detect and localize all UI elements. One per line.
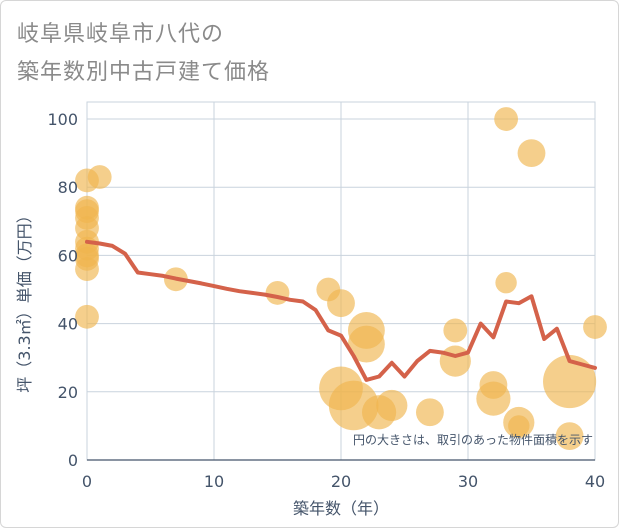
data-bubble xyxy=(347,325,385,363)
y-tick-label: 20 xyxy=(58,383,78,402)
x-tick-label: 30 xyxy=(458,472,478,491)
tick-labels: 0 20 40 60 80 100 0 10 20 30 40 xyxy=(47,110,605,491)
x-tick-label: 0 xyxy=(82,472,92,491)
data-bubble xyxy=(494,107,519,131)
chart-title-line-1: 岐阜県岐阜市八代の xyxy=(17,22,225,47)
x-tick-label: 10 xyxy=(204,472,224,491)
y-axis-label: 坪（3.3㎡）単価（万円） xyxy=(15,207,34,392)
data-bubble xyxy=(327,289,355,318)
average-price-line xyxy=(85,239,597,382)
data-bubble xyxy=(75,304,99,329)
y-tick-label: 100 xyxy=(47,110,78,129)
size-annotation: 円の大きさは、取引のあった物件面積を示す xyxy=(353,432,593,447)
chart-title-line-2: 築年数別中古戸建て価格 xyxy=(17,60,271,85)
data-bubble xyxy=(517,139,546,168)
data-bubble xyxy=(583,315,607,339)
data-bubble xyxy=(443,318,468,343)
data-bubble xyxy=(555,422,584,451)
data-bubble xyxy=(543,355,597,409)
x-tick-label: 20 xyxy=(331,472,351,491)
data-bubble xyxy=(439,345,471,377)
y-tick-label: 80 xyxy=(58,178,78,197)
grid xyxy=(86,101,596,461)
data-bubble xyxy=(415,398,444,427)
data-bubble xyxy=(376,389,408,422)
x-axis-label: 築年数（年） xyxy=(293,499,389,518)
data-bubble xyxy=(265,281,290,305)
x-tick-label: 40 xyxy=(585,472,605,491)
y-tick-label: 40 xyxy=(58,315,78,334)
data-bubble xyxy=(87,165,112,189)
data-bubble xyxy=(75,257,99,281)
trend-line-layer xyxy=(85,239,597,382)
y-tick-label: 60 xyxy=(58,246,78,265)
y-tick-label: 0 xyxy=(68,451,78,470)
data-bubble xyxy=(476,381,511,416)
data-bubble xyxy=(508,415,530,437)
data-bubble xyxy=(495,271,517,294)
